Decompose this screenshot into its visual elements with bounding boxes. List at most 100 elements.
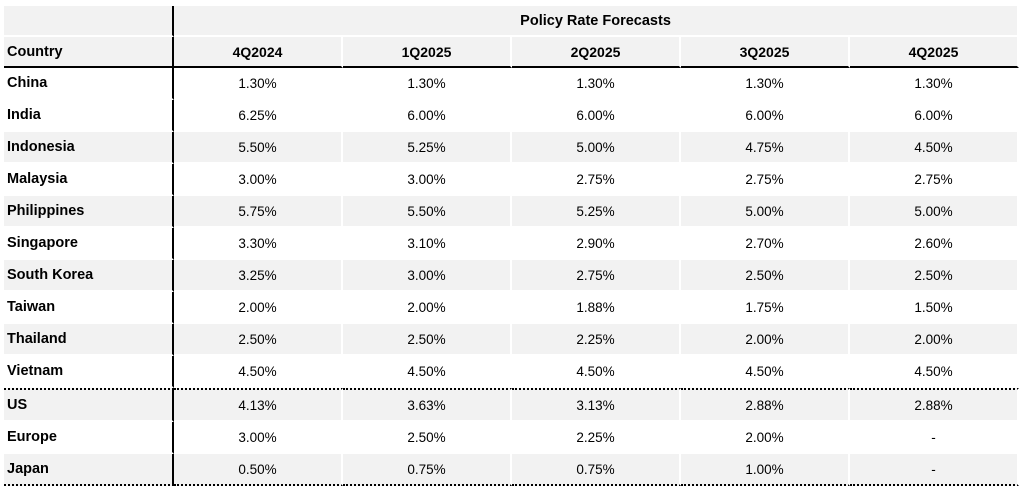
rate-cell: 3.00%	[174, 164, 343, 196]
rate-cell: 2.88%	[681, 388, 850, 422]
rate-cell: 5.25%	[343, 132, 512, 164]
rate-cell: 1.30%	[512, 68, 681, 100]
table-row: Malaysia 3.00% 3.00% 2.75% 2.75% 2.75%	[4, 164, 1020, 196]
country-cell: Singapore	[4, 228, 174, 260]
column-header-3q2025: 3Q2025	[681, 37, 850, 68]
rate-cell: 6.25%	[174, 100, 343, 132]
rate-cell: 3.00%	[343, 260, 512, 292]
rate-cell: 3.63%	[343, 388, 512, 422]
rate-cell: 2.75%	[850, 164, 1020, 196]
rate-cell: 1.50%	[850, 292, 1020, 324]
rate-cell: 2.00%	[850, 324, 1020, 356]
column-header-4q2025: 4Q2025	[850, 37, 1020, 68]
rate-cell: 2.25%	[512, 324, 681, 356]
rate-cell: 4.50%	[850, 132, 1020, 164]
rate-cell: 2.70%	[681, 228, 850, 260]
table-corner-cell	[4, 6, 174, 37]
rate-cell: 2.88%	[850, 388, 1020, 422]
rate-cell: 1.75%	[681, 292, 850, 324]
rate-cell: 5.00%	[850, 196, 1020, 228]
rate-cell: 2.60%	[850, 228, 1020, 260]
rate-cell: 5.50%	[174, 132, 343, 164]
rate-cell: 5.25%	[512, 196, 681, 228]
rate-cell: 4.50%	[512, 356, 681, 388]
rate-cell: 1.30%	[343, 68, 512, 100]
table-row: Taiwan 2.00% 2.00% 1.88% 1.75% 1.50%	[4, 292, 1020, 324]
rate-cell: 5.00%	[512, 132, 681, 164]
rate-cell: 4.13%	[174, 388, 343, 422]
rate-cell: 2.00%	[174, 292, 343, 324]
rate-cell: 5.75%	[174, 196, 343, 228]
rate-cell: 2.50%	[850, 260, 1020, 292]
rate-cell: 3.13%	[512, 388, 681, 422]
rate-cell: 6.00%	[343, 100, 512, 132]
column-header-2q2025: 2Q2025	[512, 37, 681, 68]
rate-cell: 2.50%	[343, 324, 512, 356]
policy-rate-table-container: Policy Rate Forecasts Country 4Q2024 1Q2…	[4, 6, 1020, 486]
rate-cell: 6.00%	[850, 100, 1020, 132]
table-row: China 1.30% 1.30% 1.30% 1.30% 1.30%	[4, 68, 1020, 100]
country-cell: Indonesia	[4, 132, 174, 164]
rate-cell: 4.50%	[850, 356, 1020, 388]
table-row: South Korea 3.25% 3.00% 2.75% 2.50% 2.50…	[4, 260, 1020, 292]
rate-cell: 0.75%	[512, 454, 681, 486]
rate-cell: 1.30%	[850, 68, 1020, 100]
country-cell: Vietnam	[4, 356, 174, 388]
column-header-1q2025: 1Q2025	[343, 37, 512, 68]
table-row: Indonesia 5.50% 5.25% 5.00% 4.75% 4.50%	[4, 132, 1020, 164]
rate-cell: 2.75%	[512, 164, 681, 196]
table-row: Thailand 2.50% 2.50% 2.25% 2.00% 2.00%	[4, 324, 1020, 356]
rate-cell: 2.90%	[512, 228, 681, 260]
table-title-row: Policy Rate Forecasts	[4, 6, 1020, 37]
table-header-row: Country 4Q2024 1Q2025 2Q2025 3Q2025 4Q20…	[4, 37, 1020, 68]
country-cell: Europe	[4, 422, 174, 454]
country-cell: South Korea	[4, 260, 174, 292]
country-cell: Thailand	[4, 324, 174, 356]
rate-cell: 0.75%	[343, 454, 512, 486]
rate-cell: 3.25%	[174, 260, 343, 292]
country-cell: US	[4, 388, 174, 422]
rate-cell: 3.00%	[174, 422, 343, 454]
rate-cell: 2.00%	[681, 324, 850, 356]
rate-cell: 2.75%	[512, 260, 681, 292]
table-row: Europe 3.00% 2.50% 2.25% 2.00% -	[4, 422, 1020, 454]
rate-cell: 4.75%	[681, 132, 850, 164]
rate-cell: 3.10%	[343, 228, 512, 260]
rate-cell: -	[850, 422, 1020, 454]
rate-cell: 4.50%	[343, 356, 512, 388]
column-header-4q2024: 4Q2024	[174, 37, 343, 68]
policy-rate-table: Policy Rate Forecasts Country 4Q2024 1Q2…	[4, 6, 1020, 486]
rate-cell: 1.30%	[681, 68, 850, 100]
country-cell: India	[4, 100, 174, 132]
rate-cell: 2.00%	[681, 422, 850, 454]
table-row: US 4.13% 3.63% 3.13% 2.88% 2.88%	[4, 388, 1020, 422]
rate-cell: 4.50%	[174, 356, 343, 388]
country-cell: Philippines	[4, 196, 174, 228]
rate-cell: 1.88%	[512, 292, 681, 324]
rate-cell: 1.00%	[681, 454, 850, 486]
rate-cell: 2.50%	[174, 324, 343, 356]
rate-cell: 6.00%	[681, 100, 850, 132]
table-row: Vietnam 4.50% 4.50% 4.50% 4.50% 4.50%	[4, 356, 1020, 388]
rate-cell: 2.75%	[681, 164, 850, 196]
rate-cell: 5.00%	[681, 196, 850, 228]
table-row: India 6.25% 6.00% 6.00% 6.00% 6.00%	[4, 100, 1020, 132]
table-title: Policy Rate Forecasts	[174, 6, 1020, 37]
country-column-header: Country	[4, 37, 174, 68]
table-row: Japan 0.50% 0.75% 0.75% 1.00% -	[4, 454, 1020, 486]
rate-cell: 0.50%	[174, 454, 343, 486]
table-row: Philippines 5.75% 5.50% 5.25% 5.00% 5.00…	[4, 196, 1020, 228]
rate-cell: 2.50%	[681, 260, 850, 292]
rate-cell: -	[850, 454, 1020, 486]
rate-cell: 2.50%	[343, 422, 512, 454]
country-cell: Japan	[4, 454, 174, 486]
rate-cell: 3.00%	[343, 164, 512, 196]
country-cell: Malaysia	[4, 164, 174, 196]
rate-cell: 2.25%	[512, 422, 681, 454]
country-cell: China	[4, 68, 174, 100]
country-cell: Taiwan	[4, 292, 174, 324]
rate-cell: 2.00%	[343, 292, 512, 324]
rate-cell: 6.00%	[512, 100, 681, 132]
rate-cell: 1.30%	[174, 68, 343, 100]
rate-cell: 4.50%	[681, 356, 850, 388]
